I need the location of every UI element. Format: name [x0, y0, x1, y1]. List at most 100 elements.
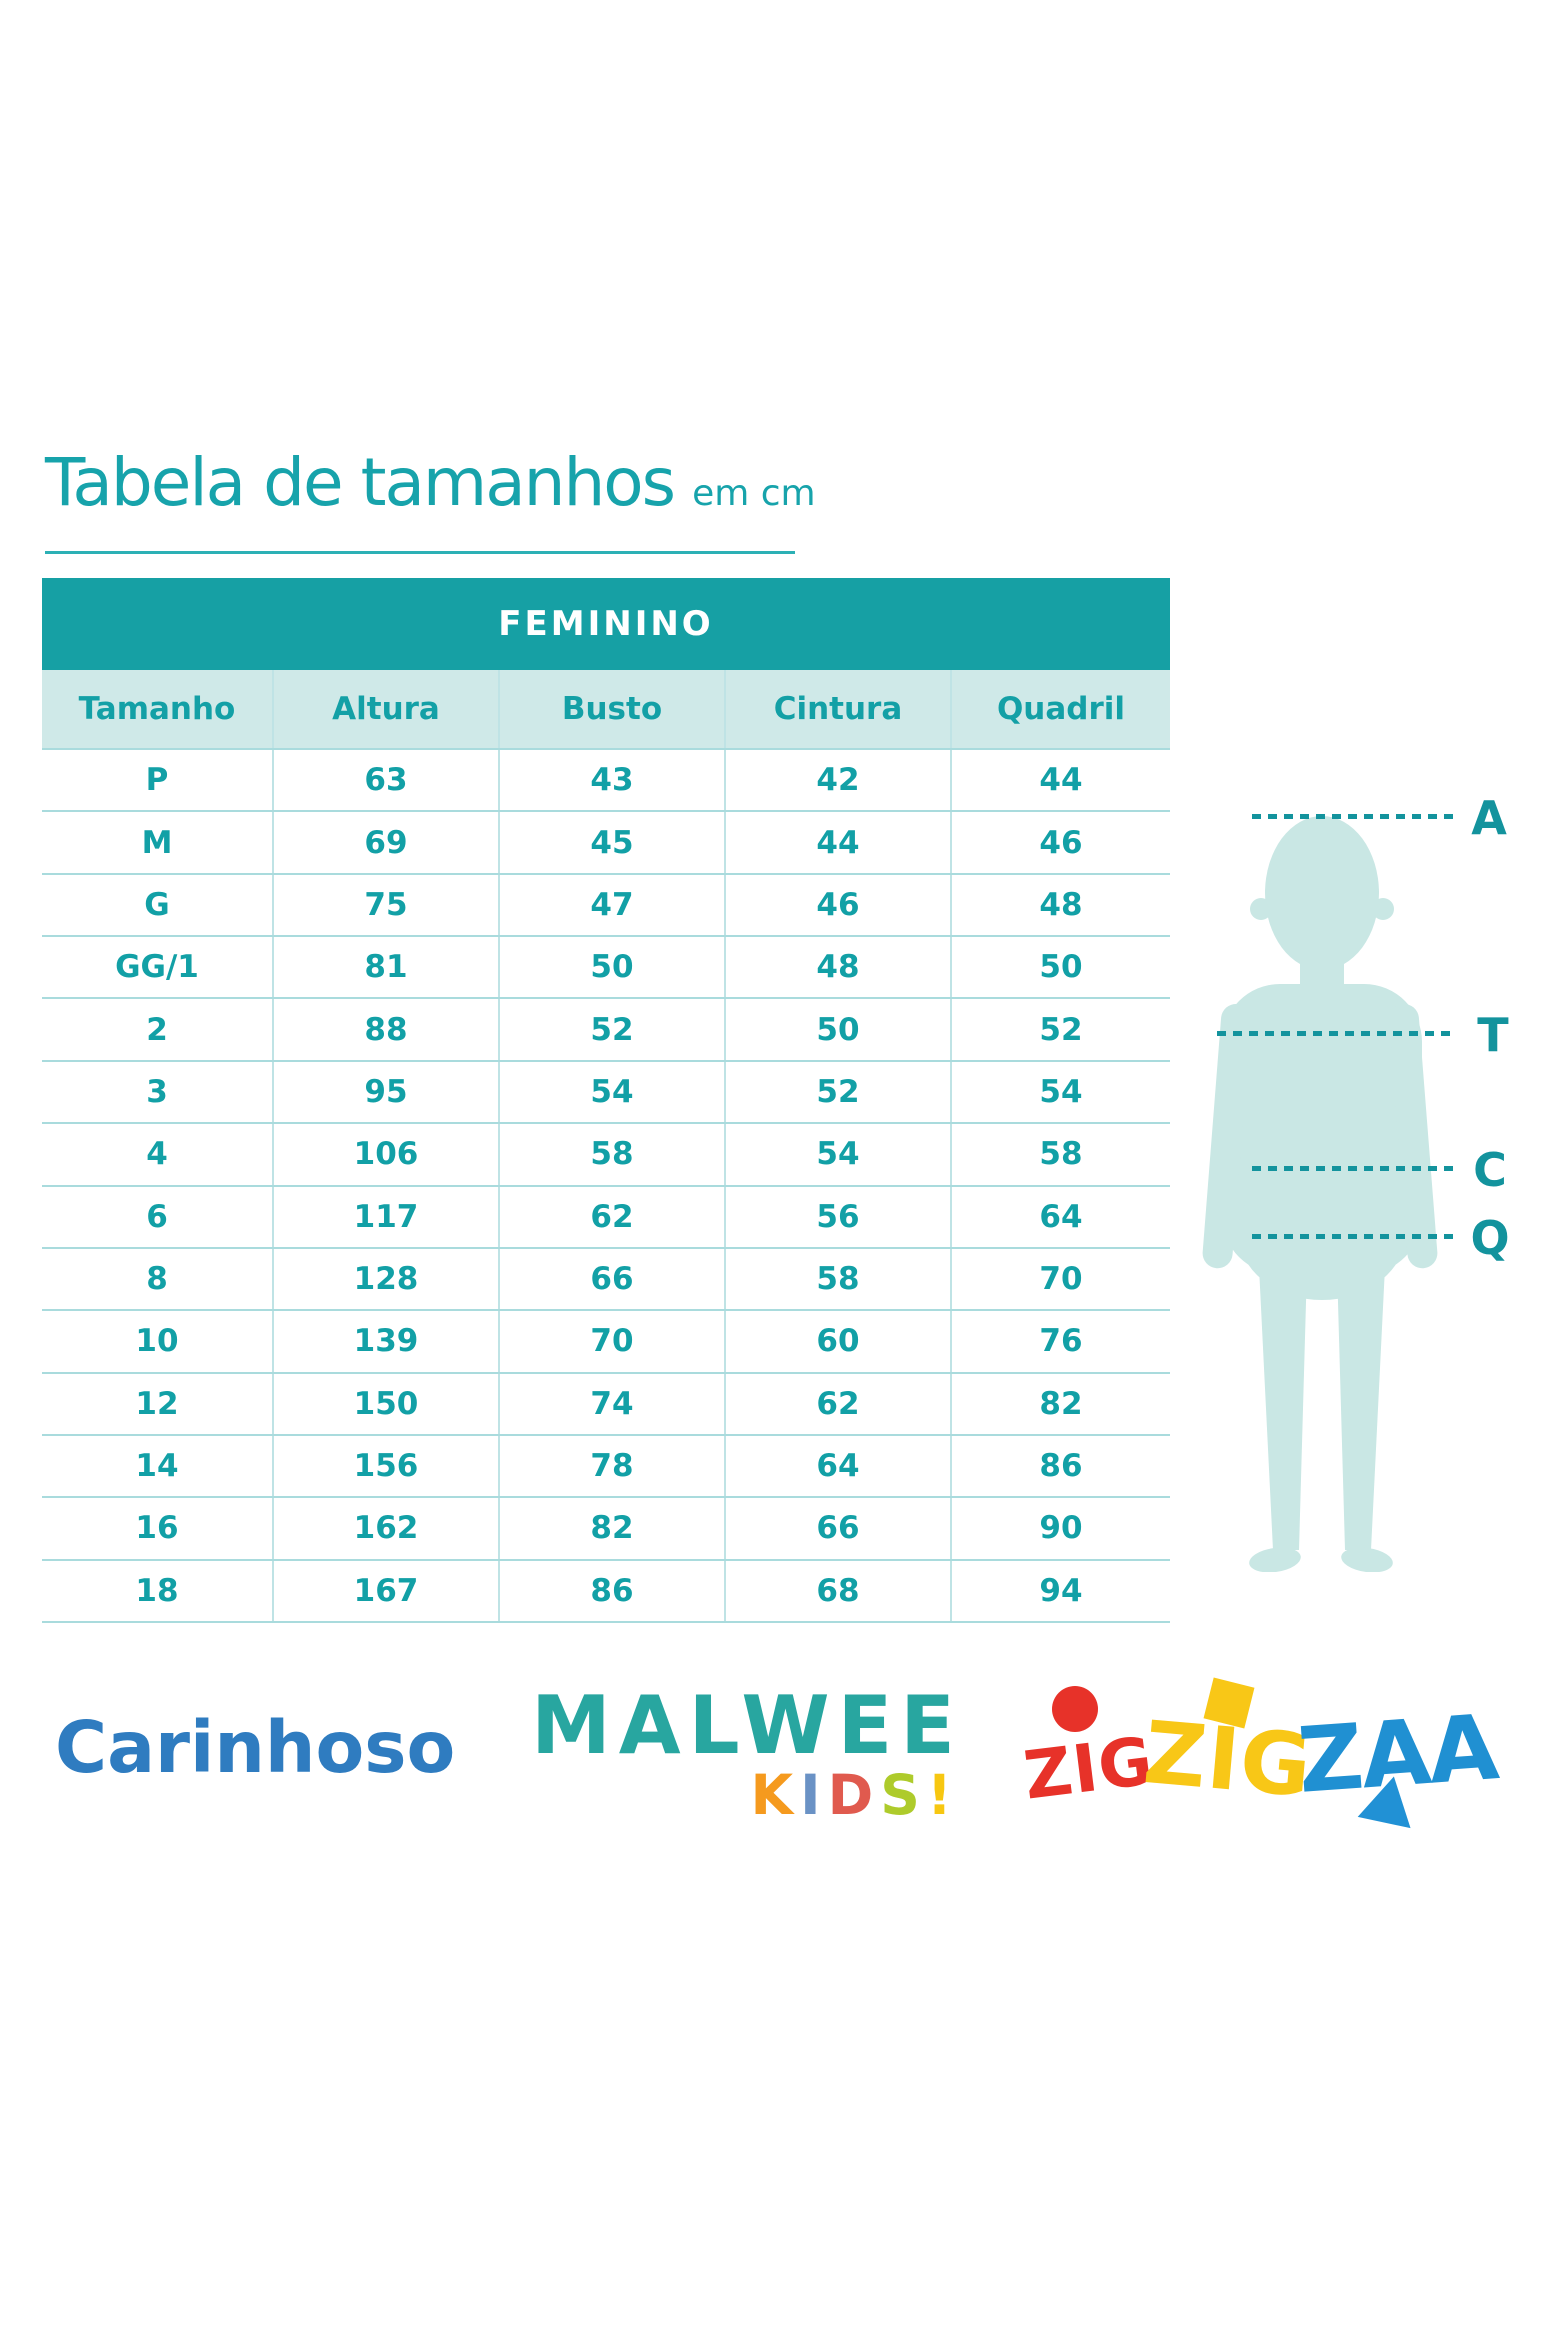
page-title-text: Tabela de tamanhos — [45, 444, 676, 521]
table-cell: 62 — [726, 1373, 952, 1434]
kids-letter: D — [827, 1763, 881, 1827]
table-row: 10 139 70 60 76 — [42, 1309, 1170, 1372]
measurement-line-altura — [1252, 814, 1454, 819]
table-cell: 70 — [500, 1311, 726, 1372]
kids-letter: K — [750, 1763, 801, 1827]
column-header: Cintura — [726, 670, 952, 748]
table-cell: GG/1 — [42, 937, 274, 998]
table-row: GG/1 81 50 48 50 — [42, 935, 1170, 998]
column-header: Altura — [274, 670, 500, 748]
child-silhouette — [1202, 816, 1438, 1572]
table-cell: 42 — [726, 750, 952, 811]
table-cell: 75 — [274, 874, 500, 936]
table-cell: 47 — [500, 874, 726, 936]
table-row: 14 156 78 64 86 — [42, 1433, 1170, 1497]
table-cell: M — [42, 812, 274, 873]
table-cell: 64 — [726, 1435, 952, 1497]
table-cell: 46 — [1039, 824, 1083, 861]
zig-dot-circle-icon — [1052, 1686, 1098, 1732]
table-cell: 52 — [726, 1061, 952, 1123]
table-cell: 44 — [1039, 762, 1083, 799]
zig-word-1: ZIG — [1019, 1722, 1158, 1815]
column-header: Tamanho — [42, 670, 274, 748]
table-cell: 64 — [1039, 1198, 1083, 1235]
zig-word-3: ZAA — [1294, 1695, 1500, 1814]
table-cell: 94 — [1039, 1572, 1083, 1609]
column-header-row: Tamanho Altura Busto Cintura Quadril — [42, 670, 1170, 748]
table-row: M 69 45 44 46 — [42, 810, 1170, 873]
table-group-header: FEMININO — [42, 578, 1170, 670]
table-cell: 54 — [726, 1124, 952, 1185]
carinhoso-logo: Carinhoso — [55, 1706, 456, 1789]
table-cell: 69 — [274, 812, 500, 873]
table-cell: 45 — [500, 812, 726, 873]
table-cell: 6 — [42, 1186, 274, 1247]
table-cell: 63 — [274, 750, 500, 811]
table-cell: 43 — [500, 750, 726, 811]
table-cell: 68 — [726, 1560, 952, 1622]
table-cell: 12 — [42, 1373, 274, 1434]
table-cell: 50 — [726, 999, 952, 1060]
table-row: 8 128 66 58 70 — [42, 1246, 1170, 1310]
table-cell: 44 — [726, 812, 952, 873]
measurement-line-quadril — [1252, 1234, 1454, 1239]
page-title-unit: em cm — [692, 473, 816, 514]
table-cell: 117 — [274, 1186, 500, 1247]
table-cell: 167 — [274, 1560, 500, 1622]
table-cell: 50 — [500, 937, 726, 998]
measurement-label-c: C — [1473, 1143, 1507, 1197]
measurement-label-a: A — [1471, 791, 1507, 845]
table-cell: 16 — [42, 1498, 274, 1559]
table-cell: 162 — [274, 1498, 500, 1559]
table-cell: 3 — [42, 1061, 274, 1123]
measurement-label-t: T — [1477, 1008, 1509, 1062]
zigzigzaa-logo: ZIG ZIG ZAA — [1010, 1650, 1530, 1850]
table-cell: 60 — [726, 1311, 952, 1372]
title-underline — [45, 551, 795, 554]
table-row: G 75 47 46 48 — [42, 872, 1170, 936]
table-cell: 139 — [274, 1311, 500, 1372]
measurement-line-cintura — [1252, 1166, 1454, 1171]
table-cell: 78 — [500, 1435, 726, 1497]
table-cell: 54 — [500, 1061, 726, 1123]
column-header: Busto — [500, 670, 726, 748]
table-cell: 48 — [1039, 886, 1083, 923]
page-title: Tabela de tamanhos em cm — [45, 444, 816, 521]
table-cell: 46 — [726, 874, 952, 936]
table-cell: 56 — [726, 1186, 952, 1247]
table-cell: 86 — [500, 1560, 726, 1622]
table-row: 4 106 58 54 58 — [42, 1122, 1170, 1185]
table-cell: 2 — [42, 999, 274, 1060]
table-cell: 76 — [1039, 1323, 1083, 1360]
table-cell: 74 — [500, 1373, 726, 1434]
table-cell: 128 — [274, 1248, 500, 1310]
column-header: Quadril — [996, 691, 1126, 727]
table-cell: 52 — [1039, 1011, 1083, 1048]
table-row: 6 117 62 56 64 — [42, 1184, 1170, 1247]
zig-word-2: ZIG — [1139, 1702, 1316, 1818]
table-cell: 48 — [726, 937, 952, 998]
kids-letter: S — [880, 1763, 927, 1827]
table-cell: G — [42, 874, 274, 936]
table-cell: 81 — [274, 937, 500, 998]
table-cell: 82 — [500, 1498, 726, 1559]
table-row: P 63 43 42 44 — [42, 748, 1170, 811]
table-row: 2 88 52 50 52 — [42, 997, 1170, 1060]
table-cell: 58 — [1039, 1136, 1083, 1173]
table-cell: 66 — [726, 1498, 952, 1559]
table-cell: 4 — [42, 1124, 274, 1185]
table-cell: 66 — [500, 1248, 726, 1310]
child-silhouette-shape — [1202, 816, 1438, 1572]
table-body: P 63 43 42 44 M 69 45 44 46 G 75 47 46 48 GG/1 81 50 48 50 2… — [42, 748, 1170, 1624]
table-cell: 18 — [42, 1560, 274, 1622]
table-cell: 58 — [500, 1124, 726, 1185]
malwee-kids-wordmark: KIDS! — [531, 1763, 959, 1827]
table-cell: 106 — [274, 1124, 500, 1185]
table-cell: 58 — [726, 1248, 952, 1310]
malwee-logo: MALWEE — [531, 1679, 963, 1772]
kids-letter: ! — [926, 1763, 959, 1827]
table-cell: 156 — [274, 1435, 500, 1497]
table-cell: 62 — [500, 1186, 726, 1247]
measurement-label-q: Q — [1470, 1211, 1510, 1265]
table-cell: 90 — [1039, 1510, 1083, 1547]
